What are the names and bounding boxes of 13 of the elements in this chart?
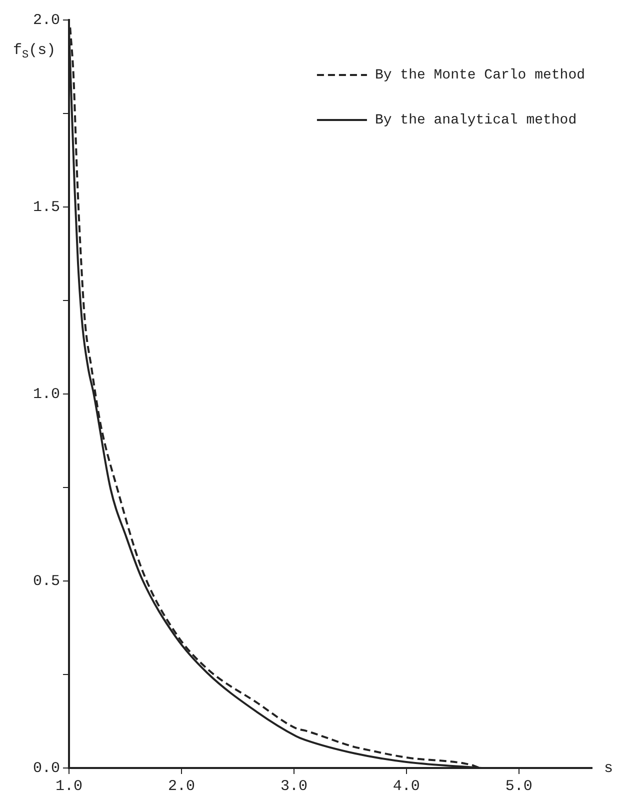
y-tick-label: 2.0	[32, 12, 60, 29]
x-tick-label: 2.0	[168, 778, 195, 795]
legend-label: By the Monte Carlo method	[374, 68, 586, 84]
x-axis-title: s	[604, 760, 614, 777]
x-tick-label: 1.0	[55, 778, 83, 795]
y-tick-label: 1.5	[32, 198, 60, 216]
x-tick-label: 3.0	[280, 778, 308, 795]
y-tick-label: 1.0	[32, 386, 60, 403]
legend-label: By the analytical method	[374, 112, 577, 129]
y-tick-label: 0.5	[32, 572, 60, 590]
y-tick-label: 0.0	[32, 760, 60, 777]
x-tick-label: 4.0	[392, 778, 420, 795]
x-tick-label: 5.0	[505, 778, 532, 795]
